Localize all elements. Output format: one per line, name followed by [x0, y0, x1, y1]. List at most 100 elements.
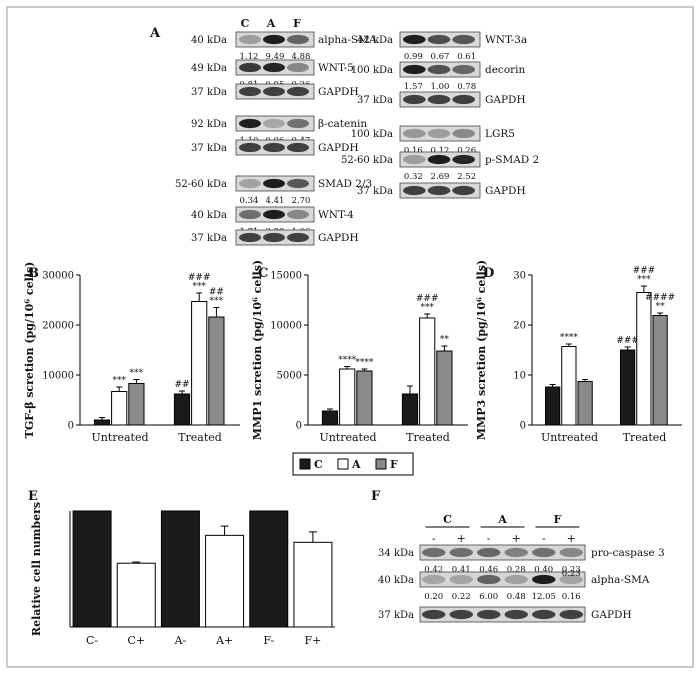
protein-label: pro-caspase 3	[591, 547, 665, 559]
protein-label: alpha-SMA	[591, 574, 650, 586]
x-category-label: Treated	[406, 431, 450, 444]
kda-label: 37 kDa	[191, 87, 227, 98]
significance-mark: ***	[130, 369, 144, 379]
legend-swatch-f	[375, 458, 387, 470]
treatment-sign: +	[567, 532, 576, 545]
y-tick-label: 10000	[270, 321, 302, 332]
kda-label: 42 kDa	[357, 35, 393, 46]
legend-swatch-a	[337, 458, 349, 470]
x-category-label: A+	[215, 634, 233, 647]
panel-letter-c: C	[258, 266, 268, 281]
kda-label: 52-60 kDa	[341, 155, 393, 166]
blot-band	[263, 178, 285, 189]
blot-band	[263, 209, 285, 220]
densitometry-value: 0.67	[431, 52, 450, 62]
bar-C-treated	[173, 393, 191, 426]
significance-mark: ****	[560, 333, 579, 343]
y-tick-label: 15000	[270, 271, 302, 282]
bar-A-untreated	[339, 368, 356, 426]
blot-band	[452, 128, 475, 139]
y-axis-label: TGF-β scretion (pg/10⁶ cells)	[23, 262, 36, 439]
kda-label: 37 kDa	[191, 233, 227, 244]
legend-swatch-c	[299, 458, 311, 470]
bar-aplus	[205, 534, 245, 628]
blot-band	[532, 574, 556, 585]
significance-mark: ***	[192, 282, 206, 292]
protein-label: alpha-SMA	[318, 34, 377, 46]
blot-band	[449, 574, 473, 585]
blot-band	[427, 185, 451, 196]
blot-band	[532, 609, 556, 620]
lane-header: C	[241, 17, 250, 30]
y-tick-label: 20000	[42, 321, 74, 332]
legend-label: F	[390, 458, 398, 471]
blot-band	[449, 547, 473, 558]
figure-border	[6, 6, 694, 668]
protein-label: GAPDH	[318, 142, 359, 154]
blot-band	[422, 547, 446, 558]
blot-band	[239, 232, 261, 243]
blot-band	[239, 62, 261, 73]
blot-band	[477, 547, 501, 558]
densitometry-value-extra: 0.23	[562, 569, 581, 579]
blot-band	[452, 64, 475, 75]
kda-label: 40 kDa	[191, 210, 227, 221]
chart-C: C 0 5000 10000 15000 MMP1 scretion (pg/10⁶ ce…	[251, 260, 468, 444]
densitometry-value: 0.61	[457, 52, 476, 62]
blot-row: 37 kDa GAPDH	[191, 139, 359, 156]
bar-F-untreated	[356, 370, 373, 426]
kda-label: 37 kDa	[378, 610, 414, 621]
blot-band	[239, 178, 261, 189]
densitometry-value: 0.16	[562, 592, 581, 602]
blot-band	[287, 232, 309, 243]
protein-label: p-SMAD 2	[485, 154, 539, 166]
blot-row: 100 kDa decorin 1.57 1.00 0.78	[351, 61, 526, 92]
significance-mark: ###	[616, 336, 639, 346]
y-axis-label: Relative cell numbers	[30, 502, 43, 636]
densitometry-value: 0.28	[507, 565, 526, 575]
significance-mark: ###	[416, 294, 439, 304]
significance-mark: ***	[112, 376, 126, 386]
panel-letter-d: D	[483, 266, 494, 281]
blot-band	[239, 86, 261, 97]
blot-row: 37 kDa GAPDH	[357, 182, 526, 199]
y-tick-label: 0	[520, 421, 526, 432]
y-tick-label: 20	[513, 321, 526, 332]
bar-fminus	[249, 510, 289, 628]
densitometry-value: 1.00	[431, 82, 450, 92]
blot-band	[263, 118, 285, 129]
blot-row: 37 kDa GAPDH	[357, 91, 526, 108]
blot-band	[287, 118, 309, 129]
chart-B: B 0 10000 20000 30000 TGF-β scretion (pg/10⁶ …	[23, 262, 240, 444]
x-category-label: Treated	[623, 431, 667, 444]
y-tick-label: 10000	[42, 371, 74, 382]
blot-band	[239, 118, 261, 129]
blot-band	[403, 128, 426, 139]
blot-band	[452, 154, 475, 165]
x-category-label: Untreated	[91, 431, 148, 444]
protein-label: LGR5	[485, 128, 515, 140]
y-tick-label: 30	[513, 271, 526, 282]
densitometry-value: 0.40	[534, 565, 553, 575]
protein-label: GAPDH	[485, 185, 526, 197]
protein-label: GAPDH	[591, 609, 632, 621]
blot-band	[403, 185, 426, 196]
significance-mark: ****	[355, 358, 374, 368]
blot-band	[427, 154, 451, 165]
blot-row: 37 kDa GAPDH	[191, 229, 359, 246]
bar-fplus	[293, 541, 333, 628]
blot-band	[449, 609, 473, 620]
blot-row: 40 kDa alpha-SMA 1.12 9.49 4.88	[191, 31, 377, 62]
blot-band	[559, 574, 583, 585]
blot-band	[287, 178, 309, 189]
blot-row: 52-60 kDa p-SMAD 2 0.32 2.69 2.52	[341, 151, 539, 182]
blot-band	[263, 86, 285, 97]
blot-band	[239, 142, 261, 153]
bar-C-untreated	[545, 386, 561, 426]
densitometry-value: 0.16	[404, 146, 423, 156]
significance-mark: **	[440, 335, 450, 345]
blot-band	[263, 142, 285, 153]
treatment-sign: -	[542, 532, 546, 545]
blot-band	[239, 209, 261, 220]
